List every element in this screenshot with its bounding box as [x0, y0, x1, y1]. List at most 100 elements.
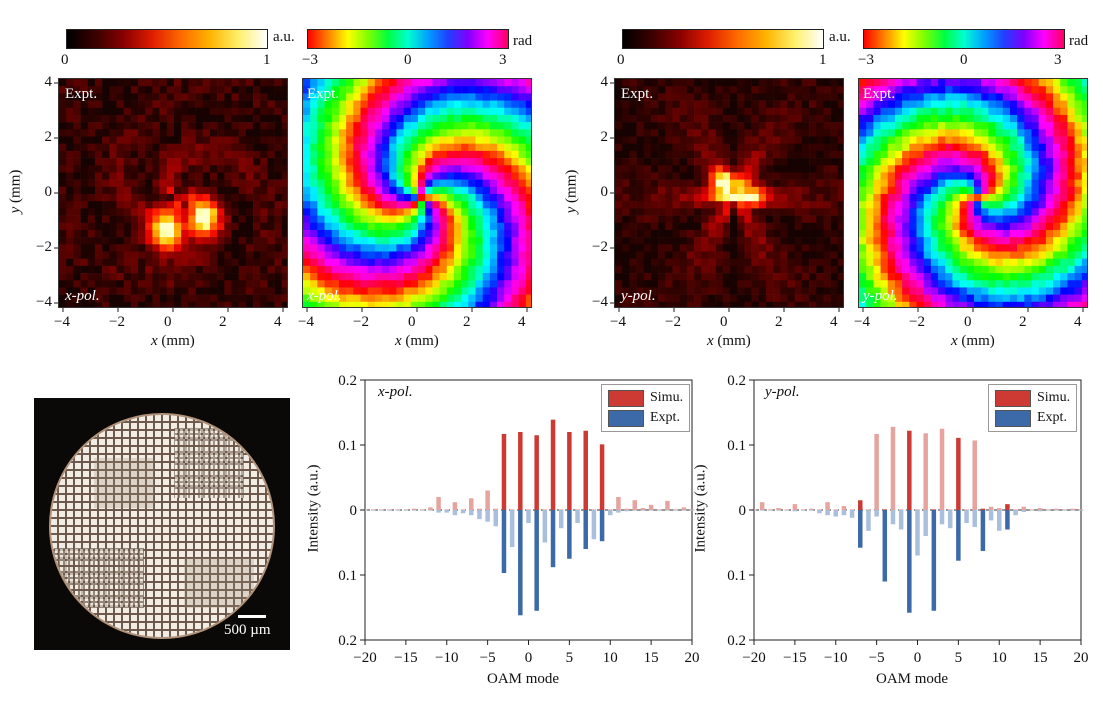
bar-expt: [608, 510, 613, 516]
bar-expt: [452, 510, 458, 516]
intensity-colorbar-right: [622, 29, 824, 49]
x-tick-label: −5: [869, 650, 885, 666]
bar-simu: [534, 435, 539, 510]
bar-expt: [1005, 510, 1010, 530]
bar-simu: [608, 509, 613, 510]
y-tick-label: 0: [739, 503, 747, 519]
x-tick-label: 20: [685, 650, 700, 666]
bar-expt: [1046, 510, 1051, 511]
legend-y: Simu. Expt.: [988, 384, 1078, 432]
bar-expt: [1078, 510, 1084, 511]
bar-simu: [931, 509, 937, 510]
bar-simu: [858, 500, 863, 510]
map-x-tick-label: −4: [298, 314, 314, 330]
bar-simu: [452, 502, 458, 510]
bar-simu: [395, 509, 400, 510]
bar-simu: [436, 497, 441, 510]
bar-expt: [858, 510, 863, 548]
map-x-tick-label: 2: [775, 314, 783, 330]
bar-simu: [988, 506, 994, 510]
bar-expt: [534, 510, 539, 611]
intensity-max-right: 1: [819, 52, 827, 68]
bar-expt: [808, 510, 814, 511]
y-tick-label: 0.1: [727, 438, 746, 454]
bar-expt: [768, 510, 773, 511]
intensity-unit-left: a.u.: [273, 29, 295, 45]
legend-item-expt: Expt.: [608, 408, 683, 428]
intensity-min-right: 0: [617, 52, 625, 68]
bar-expt: [428, 510, 433, 511]
bar-simu: [923, 433, 928, 510]
bar-expt: [1037, 510, 1043, 512]
bar-simu: [575, 509, 580, 510]
bar-simu: [825, 502, 830, 510]
bar-expt: [640, 510, 646, 511]
bar-expt: [370, 510, 376, 511]
bar-simu: [616, 497, 621, 510]
bar-simu: [632, 500, 638, 510]
bar-expt: [964, 510, 969, 523]
bar-expt: [673, 510, 678, 511]
bar-expt: [792, 510, 798, 512]
bar-simu: [1021, 506, 1027, 510]
bar-expt: [988, 510, 994, 521]
map-x-tick-label: −4: [610, 314, 626, 330]
bar-expt: [784, 510, 789, 511]
bar-simu: [526, 509, 531, 510]
chart-x-axis-title-x: OAM mode: [487, 671, 560, 687]
chart-y-axis-title-y: Intensity (a.u.): [692, 464, 709, 553]
bar-simu: [411, 508, 417, 510]
bar-simu: [972, 440, 977, 510]
bar-simu: [841, 506, 847, 510]
expt-label: Expt.: [863, 86, 896, 102]
bar-expt: [874, 510, 879, 517]
y-tick-label: 0.2: [338, 633, 357, 649]
map-x-tick-label: 2: [1019, 314, 1027, 330]
map-x-tick-label: 2: [463, 314, 471, 330]
bar-simu: [493, 508, 499, 510]
bar-simu: [460, 509, 466, 510]
map-x-tick-label: 4: [830, 314, 838, 330]
y-tick-label: 0.2: [727, 373, 746, 389]
bar-simu: [403, 509, 409, 510]
bar-expt: [460, 510, 466, 514]
map-x-tick-label: −2: [109, 314, 125, 330]
micrograph-image: [34, 398, 290, 650]
phase-unit-right: rad: [1069, 33, 1089, 49]
map-x-tick-label: −2: [665, 314, 681, 330]
phase-min-left: −3: [302, 52, 318, 68]
bar-simu: [444, 509, 449, 510]
bar-expt: [395, 510, 400, 511]
bar-simu: [599, 444, 605, 510]
bar-simu: [583, 430, 588, 510]
scale-bar-label: 500 µm: [224, 622, 271, 638]
x-tick-label: −10: [435, 650, 458, 666]
bar-simu: [784, 509, 789, 510]
bar-expt: [980, 510, 986, 551]
phase-min-right: −3: [858, 52, 874, 68]
bar-expt: [665, 510, 670, 511]
legend-item-simu: Simu.: [608, 388, 683, 408]
y-pol-label: y-pol.: [621, 288, 656, 304]
intensity-map-y-pol: [614, 78, 844, 308]
y-tick-label: 0.2: [338, 373, 357, 389]
bar-expt: [956, 510, 961, 561]
x-tick-label: 0: [914, 650, 922, 666]
bar-expt: [558, 510, 564, 529]
x-tick-label: −10: [824, 650, 847, 666]
phase-unit-left: rad: [513, 33, 533, 49]
bar-expt: [550, 510, 556, 568]
bar-simu: [997, 508, 1002, 510]
chart-panel-label-x: x-pol.: [378, 384, 413, 400]
phase-colorbar-left: [307, 29, 509, 49]
map-x-tick-label: 4: [274, 314, 282, 330]
map-x-tick-label: 0: [720, 314, 728, 330]
bar-simu: [898, 509, 904, 510]
legend-swatch-simu: [995, 389, 1031, 407]
bar-simu: [550, 419, 556, 510]
bar-simu: [485, 490, 490, 510]
phase-max-right: 3: [1054, 52, 1062, 68]
bar-simu: [817, 509, 822, 510]
